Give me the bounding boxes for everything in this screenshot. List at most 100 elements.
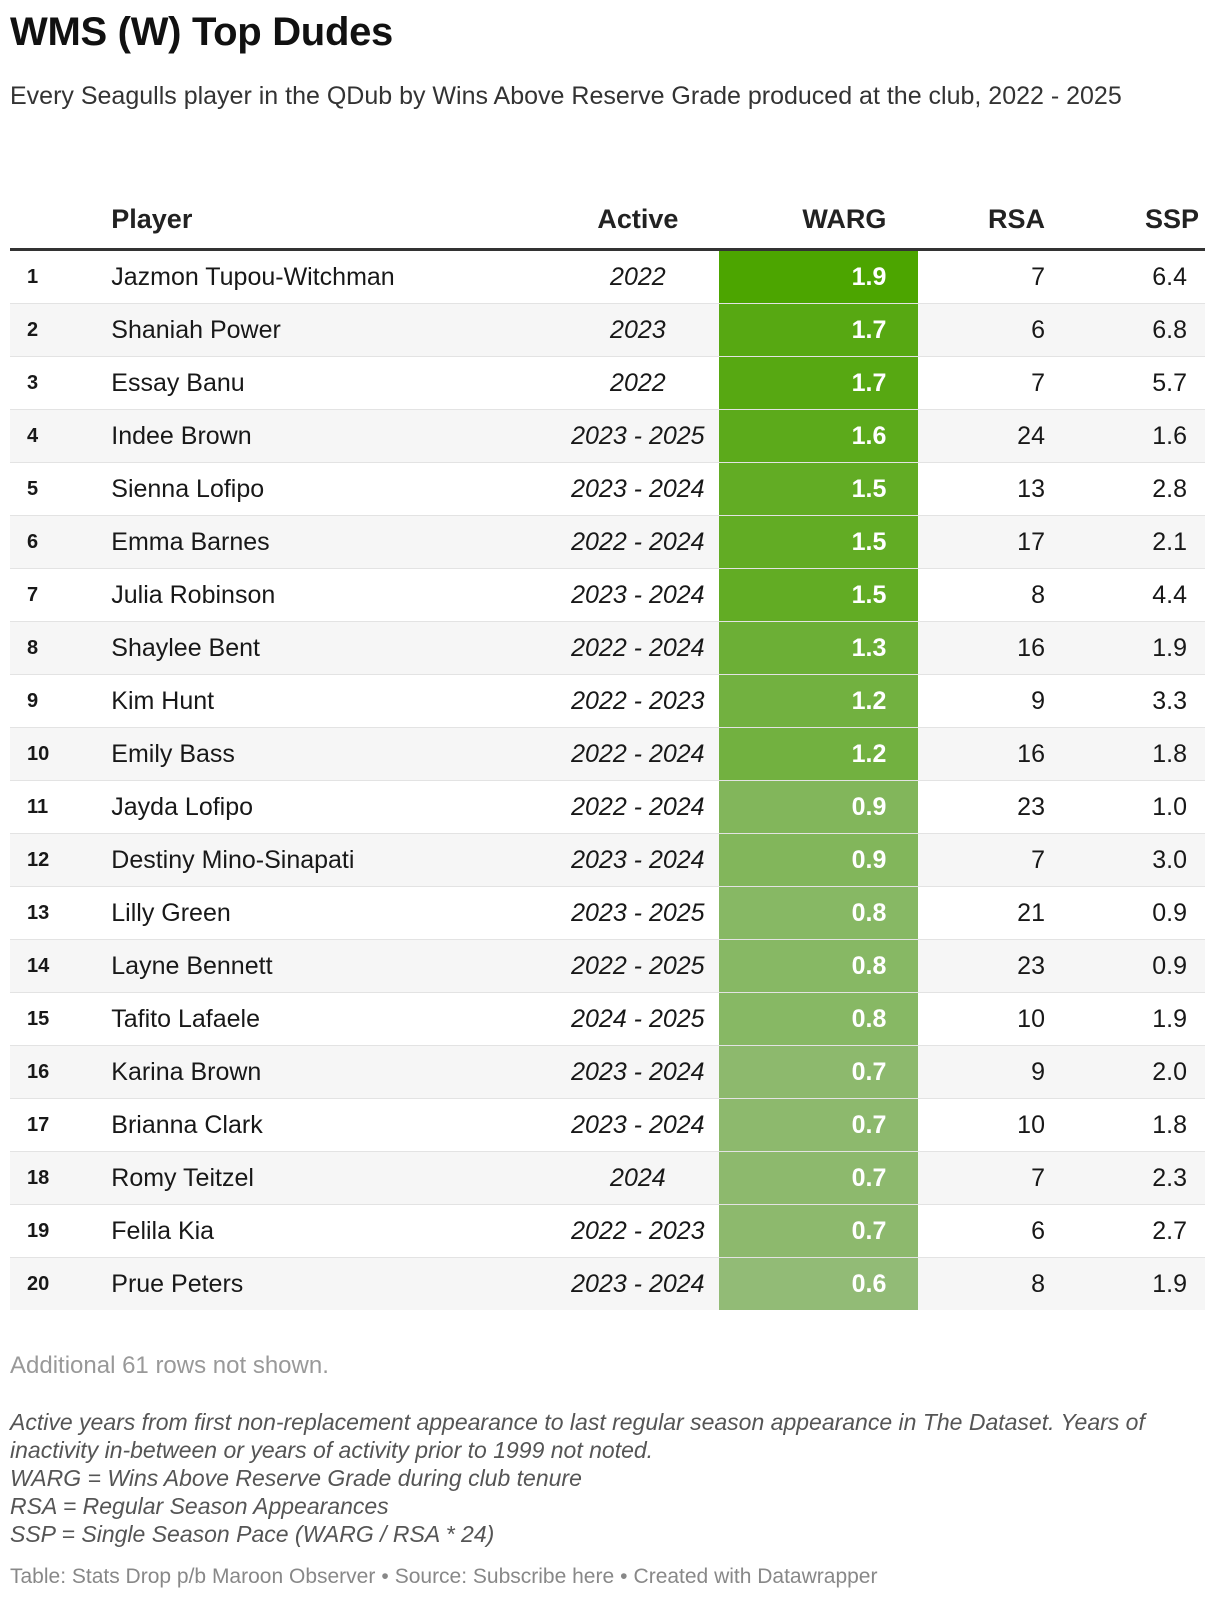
row-warg-value: 1.6 [718, 409, 919, 463]
row-player-name: Kim Hunt [111, 674, 557, 728]
row-ssp-value: 1.6 [1046, 409, 1205, 463]
row-active-years: 2023 [556, 303, 719, 357]
row-player-name: Destiny Mino-Sinapati [111, 833, 557, 887]
footer-created-with[interactable]: Created with Datawrapper [633, 1565, 878, 1588]
row-active-years: 2023 - 2024 [556, 462, 719, 516]
row-ssp-value: 5.7 [1046, 356, 1205, 410]
row-rank: 10 [10, 727, 112, 781]
row-rsa-value: 23 [918, 939, 1047, 993]
row-active-years: 2023 - 2024 [556, 1098, 719, 1152]
row-rsa-value: 7 [918, 249, 1047, 304]
row-warg-value: 0.7 [718, 1098, 919, 1152]
row-warg-value: 0.9 [718, 780, 919, 834]
row-warg-value: 1.5 [718, 462, 919, 516]
row-warg-value: 1.2 [718, 727, 919, 781]
row-warg-value: 1.5 [718, 568, 919, 622]
row-player-name: Jazmon Tupou-Witchman [111, 249, 557, 304]
row-rank: 7 [10, 568, 112, 622]
row-player-name: Shaylee Bent [111, 621, 557, 675]
row-player-name: Prue Peters [111, 1257, 557, 1310]
row-warg-value: 0.7 [718, 1151, 919, 1205]
row-rsa-value: 7 [918, 833, 1047, 887]
row-ssp-value: 6.8 [1046, 303, 1205, 357]
row-rsa-value: 8 [918, 1257, 1047, 1310]
row-rsa-value: 7 [918, 1151, 1047, 1205]
table-row: 13 Lilly Green 2023 - 2025 0.8 21 0.9 [10, 886, 1205, 940]
row-ssp-value: 1.0 [1046, 780, 1205, 834]
row-rsa-value: 21 [918, 886, 1047, 940]
row-warg-value: 0.9 [718, 833, 919, 887]
row-active-years: 2022 - 2024 [556, 621, 719, 675]
row-warg-value: 0.7 [718, 1045, 919, 1099]
table-row: 19 Felila Kia 2022 - 2023 0.7 6 2.7 [10, 1204, 1205, 1258]
row-player-name: Layne Bennett [111, 939, 557, 993]
footer-separator: • [381, 1565, 389, 1588]
table-row: 14 Layne Bennett 2022 - 2025 0.8 23 0.9 [10, 939, 1205, 993]
row-ssp-value: 2.3 [1046, 1151, 1205, 1205]
row-ssp-value: 2.7 [1046, 1204, 1205, 1258]
row-warg-value: 1.3 [718, 621, 919, 675]
column-header-active[interactable]: Active [556, 190, 719, 251]
row-rank: 12 [10, 833, 112, 887]
row-player-name: Shaniah Power [111, 303, 557, 357]
column-header-rsa[interactable]: RSA [918, 190, 1047, 251]
row-player-name: Jayda Lofipo [111, 780, 557, 834]
row-warg-value: 0.6 [718, 1257, 919, 1310]
table-row: 16 Karina Brown 2023 - 2024 0.7 9 2.0 [10, 1045, 1205, 1099]
row-rsa-value: 13 [918, 462, 1047, 516]
row-rank: 15 [10, 992, 112, 1046]
row-ssp-value: 1.8 [1046, 727, 1205, 781]
row-rank: 9 [10, 674, 112, 728]
column-header-player[interactable]: Player [111, 190, 557, 251]
table-row: 6 Emma Barnes 2022 - 2024 1.5 17 2.1 [10, 515, 1205, 569]
table-row: 4 Indee Brown 2023 - 2025 1.6 24 1.6 [10, 409, 1205, 463]
row-player-name: Julia Robinson [111, 568, 557, 622]
row-player-name: Lilly Green [111, 886, 557, 940]
row-warg-value: 0.7 [718, 1204, 919, 1258]
row-rsa-value: 16 [918, 621, 1047, 675]
row-active-years: 2023 - 2024 [556, 1257, 719, 1310]
row-ssp-value: 3.0 [1046, 833, 1205, 887]
note-warg: WARG = Wins Above Reserve Grade during c… [10, 1465, 582, 1491]
row-active-years: 2023 - 2025 [556, 409, 719, 463]
column-header-warg[interactable]: WARG [718, 190, 919, 251]
row-player-name: Emma Barnes [111, 515, 557, 569]
row-ssp-value: 2.1 [1046, 515, 1205, 569]
row-active-years: 2023 - 2024 [556, 568, 719, 622]
row-rank: 3 [10, 356, 112, 410]
row-rsa-value: 6 [918, 1204, 1047, 1258]
row-player-name: Tafito Lafaele [111, 992, 557, 1046]
row-rsa-value: 8 [918, 568, 1047, 622]
row-warg-value: 0.8 [718, 939, 919, 993]
row-warg-value: 1.9 [718, 249, 919, 304]
row-ssp-value: 1.9 [1046, 992, 1205, 1046]
row-rsa-value: 9 [918, 674, 1047, 728]
row-active-years: 2024 [556, 1151, 719, 1205]
row-rank: 19 [10, 1204, 112, 1258]
data-table: Player Active WARG RSA SSP 1 Jazmon Tupou… [10, 190, 1205, 1310]
row-rank: 8 [10, 621, 112, 675]
footer-source-link[interactable]: Source: Subscribe here [394, 1565, 615, 1588]
row-player-name: Emily Bass [111, 727, 557, 781]
row-rank: 13 [10, 886, 112, 940]
row-active-years: 2022 [556, 356, 719, 410]
row-rsa-value: 23 [918, 780, 1047, 834]
row-player-name: Romy Teitzel [111, 1151, 557, 1205]
column-header-rank[interactable] [10, 190, 112, 251]
row-ssp-value: 4.4 [1046, 568, 1205, 622]
row-rsa-value: 6 [918, 303, 1047, 357]
row-ssp-value: 1.9 [1046, 621, 1205, 675]
row-rank: 16 [10, 1045, 112, 1099]
row-rsa-value: 10 [918, 992, 1047, 1046]
row-rank: 20 [10, 1257, 112, 1310]
note-active-years: Active years from first non-replacement … [10, 1409, 1145, 1463]
column-header-ssp[interactable]: SSP [1046, 190, 1205, 251]
row-player-name: Sienna Lofipo [111, 462, 557, 516]
row-ssp-value: 1.8 [1046, 1098, 1205, 1152]
row-player-name: Brianna Clark [111, 1098, 557, 1152]
row-warg-value: 1.2 [718, 674, 919, 728]
footer-separator: • [620, 1565, 628, 1588]
row-ssp-value: 6.4 [1046, 249, 1205, 304]
row-active-years: 2023 - 2025 [556, 886, 719, 940]
row-rank: 2 [10, 303, 112, 357]
